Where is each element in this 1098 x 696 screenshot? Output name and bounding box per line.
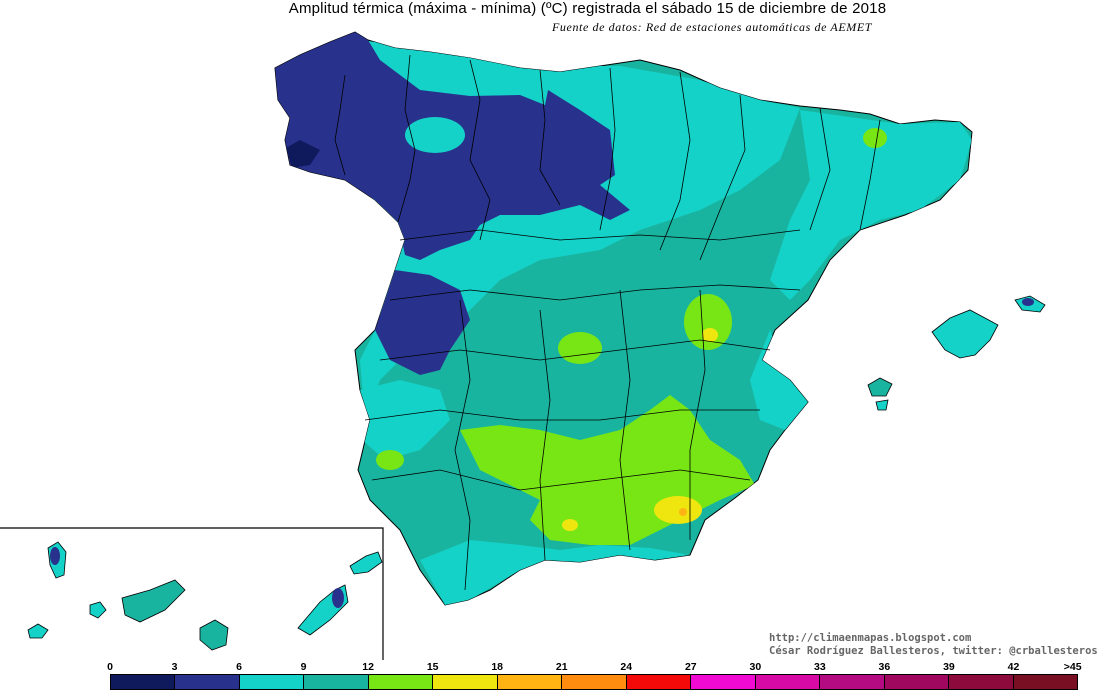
legend-swatch (368, 675, 434, 689)
legend-swatch (497, 675, 563, 689)
legend-swatch (691, 675, 756, 689)
color-legend (110, 674, 1078, 690)
zone-6-9-inland-2 (430, 56, 510, 84)
zone-3-6-fuerteventura (332, 588, 344, 608)
legend-swatch (626, 675, 692, 689)
zone-3-6-portugal-border (375, 270, 470, 375)
legend-tick-label: 9 (300, 661, 307, 673)
legend-swatch (433, 675, 498, 689)
legend-swatch (755, 675, 821, 689)
legend-swatch (884, 675, 950, 689)
balearic-islands (867, 295, 1046, 411)
legend-tick-label: 12 (362, 661, 374, 673)
zone-3-6-la-palma (50, 547, 60, 565)
island-tenerife (121, 579, 186, 623)
legend-swatch (949, 675, 1014, 689)
legend-tick-label: 36 (878, 661, 891, 673)
zone-15-18-cuenca (702, 328, 718, 342)
zone-12-15-teruel (684, 294, 732, 350)
island-gran-canaria (199, 619, 229, 651)
island-ibiza (867, 377, 893, 397)
zone-6-9-east (770, 110, 972, 300)
zone-18-21-point (679, 508, 687, 516)
province-borders (334, 54, 881, 591)
island-formentera (875, 399, 889, 411)
map-subtitle: Fuente de datos: Red de estaciones autom… (552, 20, 873, 34)
legend-tick-label: 27 (684, 661, 697, 673)
zone-3-6-menorca (1022, 298, 1034, 306)
credit-author: César Rodríguez Ballesteros, twitter: @c… (769, 645, 1098, 657)
island-lanzarote (349, 551, 383, 575)
zone-6-9-south-coast (420, 540, 690, 605)
legend-tick-label: 30 (749, 661, 762, 673)
zone-15-18-almeria (654, 496, 702, 524)
legend-tick-label: >45 (1063, 661, 1082, 673)
zone-12-15-madrid (558, 332, 602, 364)
legend-tick-label: 24 (620, 661, 633, 673)
legend-tick-label: 42 (1007, 661, 1020, 673)
zone-0-3-coast (286, 140, 320, 168)
legend-swatch (1013, 675, 1078, 689)
credit-url: http://climaenmapas.blogspot.com (769, 632, 972, 644)
zone-6-9-inland-1 (405, 117, 465, 153)
legend-swatch (304, 675, 369, 689)
legend-tick-label: 3 (171, 661, 178, 673)
legend-tick-label: 39 (943, 661, 955, 673)
island-mallorca (931, 309, 999, 359)
legend-tick-label: 33 (814, 661, 826, 673)
zone-6-9-south-west (360, 380, 450, 460)
canary-islands-inset (0, 527, 384, 660)
legend-swatch (111, 675, 176, 689)
legend-tick-label: 0 (107, 661, 113, 673)
legend-swatch (562, 675, 627, 689)
legend-swatch (820, 675, 885, 689)
legend-ticks: 0 3 6 9 12 15 18 21 24 27 30 33 36 39 42 >45 (107, 661, 1081, 673)
legend-tick-label: 15 (426, 661, 439, 673)
legend-tick-label: 18 (491, 661, 504, 673)
island-el-hierro (27, 623, 49, 639)
peninsula-map (274, 31, 973, 606)
zone-15-18-granada (562, 519, 578, 531)
inset-frame (0, 527, 384, 660)
legend-swatch (239, 675, 305, 689)
zone-12-15-huelva (376, 450, 404, 470)
legend-swatch (175, 675, 240, 689)
map-title: Amplitud térmica (máxima - mínima) (ºC) … (288, 0, 887, 17)
island-la-gomera (89, 601, 107, 619)
legend-tick-label: 6 (236, 661, 242, 673)
zone-12-15-pyrenees (863, 128, 887, 148)
legend-tick-label: 21 (555, 661, 568, 673)
